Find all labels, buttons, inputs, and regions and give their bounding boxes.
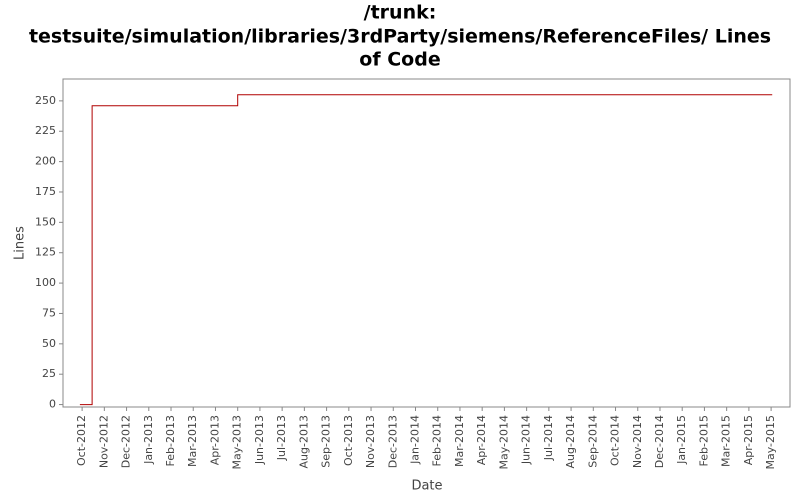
y-tick-label: 25 xyxy=(42,367,56,380)
x-tick-label: Oct-2014 xyxy=(609,415,622,466)
x-tick-label: Dec-2012 xyxy=(120,415,133,468)
x-tick-label: Mar-2013 xyxy=(186,415,199,467)
x-tick-label: Aug-2014 xyxy=(564,415,577,468)
x-axis-label: Date xyxy=(411,479,442,494)
x-tick-label: Apr-2013 xyxy=(208,415,221,465)
x-tick-label: Jan-2014 xyxy=(408,415,421,465)
x-tick-label: Jul-2013 xyxy=(275,415,288,461)
y-tick-label: 75 xyxy=(42,306,56,319)
x-tick-label: Jun-2014 xyxy=(520,415,533,465)
x-tick-label: Nov-2013 xyxy=(364,415,377,468)
y-tick-label: 250 xyxy=(35,94,56,107)
y-tick-label: 150 xyxy=(35,215,56,228)
x-tick-label: Dec-2013 xyxy=(386,415,399,468)
x-tick-label: Feb-2013 xyxy=(164,415,177,466)
y-tick-label: 50 xyxy=(42,337,56,350)
x-tick-label: Aug-2013 xyxy=(297,415,310,468)
x-tick-label: Mar-2015 xyxy=(720,415,733,467)
x-tick-label: Jul-2014 xyxy=(542,415,555,461)
x-tick-label: Jun-2013 xyxy=(253,415,266,465)
step-line xyxy=(79,94,773,406)
plot-frame xyxy=(62,78,791,408)
x-tick-label: Oct-2012 xyxy=(75,415,88,466)
x-tick-label: Sep-2013 xyxy=(320,415,333,468)
x-tick-label: May-2014 xyxy=(497,415,510,470)
x-tick-label: Jan-2015 xyxy=(675,415,688,465)
x-tick-label: May-2013 xyxy=(231,415,244,470)
x-tick-label: May-2015 xyxy=(764,415,777,470)
y-tick-label: 200 xyxy=(35,155,56,168)
x-tick-label: Oct-2013 xyxy=(342,415,355,466)
y-tick-label: 225 xyxy=(35,124,56,137)
x-tick-label: Mar-2014 xyxy=(453,415,466,467)
chart-title: of Code xyxy=(359,49,440,71)
x-tick-label: Nov-2012 xyxy=(97,415,110,468)
x-tick-label: Sep-2014 xyxy=(586,415,599,468)
y-tick-label: 125 xyxy=(35,246,56,259)
x-tick-label: Jan-2013 xyxy=(142,415,155,465)
x-tick-label: Apr-2014 xyxy=(475,415,488,465)
chart-title: /trunk: xyxy=(364,2,437,24)
x-tick-label: Nov-2014 xyxy=(631,415,644,468)
chart-title: testsuite/simulation/libraries/3rdParty/… xyxy=(29,26,771,48)
x-tick-label: Feb-2014 xyxy=(431,415,444,466)
x-tick-label: Dec-2014 xyxy=(653,415,666,468)
y-tick-label: 100 xyxy=(35,276,56,289)
y-tick-label: 175 xyxy=(35,185,56,198)
y-tick-label: 0 xyxy=(49,398,56,411)
x-tick-label: Feb-2015 xyxy=(697,415,710,466)
y-axis-label: Lines xyxy=(13,226,28,260)
x-tick-label: Apr-2015 xyxy=(742,415,755,465)
